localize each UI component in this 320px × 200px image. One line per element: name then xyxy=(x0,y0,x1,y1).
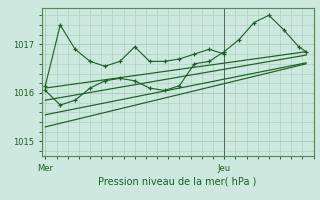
X-axis label: Pression niveau de la mer( hPa ): Pression niveau de la mer( hPa ) xyxy=(99,177,257,187)
